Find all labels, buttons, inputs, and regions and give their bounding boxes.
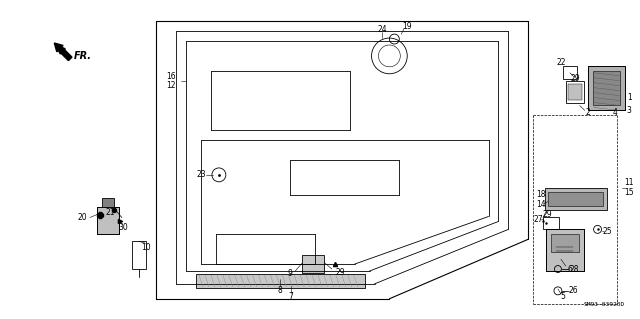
Bar (563, 66, 577, 79)
Text: 6: 6 (568, 264, 572, 273)
Bar (102, 198, 114, 207)
Text: 29: 29 (335, 268, 344, 277)
Text: 8: 8 (278, 286, 283, 295)
Bar (568, 84, 582, 100)
Text: 4: 4 (613, 108, 618, 117)
Text: 19: 19 (403, 22, 412, 31)
Text: 21: 21 (105, 208, 115, 217)
Text: 1: 1 (627, 93, 632, 102)
Text: 2: 2 (585, 108, 590, 117)
Text: 29: 29 (542, 210, 552, 219)
Text: 16: 16 (166, 72, 176, 81)
Bar (132, 241, 145, 269)
Text: 24: 24 (378, 25, 387, 33)
Bar (588, 66, 625, 110)
Text: 10: 10 (141, 243, 150, 252)
Bar (302, 255, 324, 273)
Text: 25: 25 (603, 227, 612, 236)
Bar (588, 66, 625, 110)
Bar (546, 229, 584, 271)
FancyArrow shape (54, 43, 72, 61)
Text: 28: 28 (569, 264, 579, 273)
Text: 30: 30 (119, 223, 129, 232)
Bar (548, 192, 602, 205)
Text: 3: 3 (627, 106, 632, 115)
Text: 5: 5 (561, 292, 565, 301)
Text: 20: 20 (77, 213, 87, 222)
Text: 15: 15 (625, 188, 634, 197)
Bar (546, 229, 584, 271)
Text: 14: 14 (536, 200, 546, 209)
Text: 27: 27 (533, 215, 543, 224)
Bar (97, 207, 119, 234)
Text: SM93-03920D: SM93-03920D (584, 302, 625, 307)
Text: 22: 22 (556, 58, 566, 67)
Text: 9: 9 (288, 270, 292, 278)
Text: 7: 7 (289, 292, 294, 301)
Text: 11: 11 (625, 178, 634, 187)
Bar (97, 207, 119, 234)
Bar (543, 218, 559, 229)
Bar (566, 81, 584, 102)
Text: 29: 29 (571, 74, 580, 83)
Bar (551, 234, 579, 252)
Text: FR.: FR. (74, 51, 92, 61)
Bar (593, 71, 620, 106)
Bar (196, 274, 365, 288)
Text: 12: 12 (166, 81, 176, 90)
Text: 18: 18 (536, 190, 546, 199)
Text: 26: 26 (569, 286, 579, 295)
Polygon shape (545, 188, 607, 210)
Text: 23: 23 (196, 170, 206, 179)
